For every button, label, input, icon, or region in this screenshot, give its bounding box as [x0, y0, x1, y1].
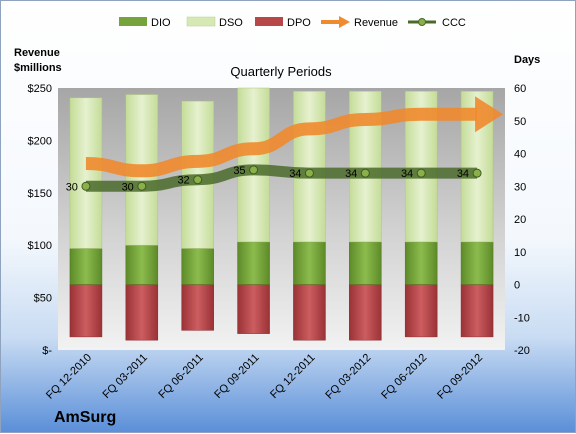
- ccc-point: [472, 168, 482, 178]
- x-tick-label: FQ 12-2010: [44, 352, 94, 402]
- bar-dpo: [293, 284, 326, 341]
- legend-label-dpo: DPO: [287, 17, 311, 29]
- bar-dio: [125, 244, 159, 285]
- ccc-point: [137, 181, 147, 191]
- bar-dio: [460, 241, 494, 285]
- bar-dso: [293, 91, 326, 243]
- right-tick-label: 40: [514, 149, 526, 161]
- bar-dio: [349, 241, 382, 285]
- ccc-point: [360, 168, 370, 178]
- right-tick-label: 0: [514, 280, 520, 292]
- ccc-point: [193, 175, 203, 185]
- bar-dpo: [460, 284, 494, 338]
- bar-dpo: [69, 284, 103, 338]
- plot-area: [58, 88, 505, 350]
- ccc-line: [85, 164, 478, 192]
- legend-label-ccc: CCC: [442, 17, 466, 29]
- left-tick-label: $250: [28, 83, 52, 95]
- right-tick-label: -10: [514, 312, 530, 324]
- right-tick-label: -20: [514, 345, 530, 357]
- right-tick-label: 50: [514, 116, 526, 128]
- bar-dpo: [404, 284, 438, 338]
- ccc-point: [81, 181, 91, 191]
- legend-swatch-dio: [119, 17, 147, 26]
- legend-swatch-ccc: [408, 18, 436, 26]
- ccc-data-label: 34: [345, 168, 357, 180]
- x-tick-label: FQ 03-2011: [101, 352, 150, 401]
- revenue-line: [85, 107, 478, 178]
- ccc-data-label: 32: [177, 175, 189, 187]
- x-tick-label: FQ 12-2011: [268, 352, 317, 401]
- right-tick-label: 20: [514, 214, 526, 226]
- bar-dso: [69, 97, 103, 249]
- legend-label-dio: DIO: [151, 17, 171, 29]
- revenue-arrowhead: [475, 96, 504, 133]
- left-tick-label: $150: [28, 188, 52, 200]
- ccc-data-label: 30: [122, 181, 134, 193]
- bar-dpo: [349, 284, 382, 341]
- ccc-point: [249, 165, 259, 175]
- right-axis-ticks: -20 -10 0 10 20 30 40 50 60: [514, 83, 530, 357]
- right-tick-label: 10: [514, 247, 526, 259]
- left-tick-label: $100: [28, 240, 52, 252]
- left-axis-label-line2: $millions: [14, 62, 62, 74]
- bar-dio: [181, 248, 214, 285]
- bar-dio: [293, 241, 326, 285]
- left-tick-label: $-: [42, 345, 52, 357]
- company-name: AmSurg: [54, 409, 116, 426]
- ccc-data-label: 35: [233, 165, 245, 177]
- legend-label-dso: DSO: [219, 17, 243, 29]
- bar-dio: [69, 248, 103, 285]
- bar-dio: [404, 241, 438, 285]
- bars: [69, 87, 494, 341]
- left-axis-ticks: $- $50 $100 $150 $200 $250: [28, 83, 53, 357]
- ccc-data-label: 30: [66, 181, 78, 193]
- bar-dpo: [237, 284, 270, 334]
- left-tick-label: $200: [28, 135, 52, 147]
- right-axis-label: Days: [514, 54, 540, 66]
- ccc-data-label: 34: [457, 168, 469, 180]
- ccc-series: 30 30 32 35 34 34 34 34: [66, 164, 482, 193]
- revenue-series: [85, 96, 504, 178]
- x-tick-label: FQ 06-2011: [156, 352, 205, 401]
- bar-dpo: [125, 284, 159, 341]
- x-tick-label: FQ 09-2011: [212, 352, 261, 401]
- chart-title: Quarterly Periods: [230, 64, 332, 79]
- ccc-data-label: 34: [401, 168, 413, 180]
- left-axis-label-line1: Revenue: [14, 47, 60, 59]
- legend-swatch-dpo: [255, 17, 283, 26]
- ccc-point: [416, 168, 426, 178]
- x-tick-label: FQ 06-2012: [379, 352, 429, 402]
- bar-dpo: [181, 284, 214, 331]
- legend-swatch-revenue: [321, 16, 350, 28]
- ccc-data-label: 34: [289, 168, 301, 180]
- x-tick-label: FQ 09-2012: [435, 352, 485, 402]
- legend-label-revenue: Revenue: [354, 17, 398, 29]
- right-tick-label: 60: [514, 83, 526, 95]
- legend-swatch-dso: [186, 16, 216, 27]
- x-axis-ticks: FQ 12-2010 FQ 03-2011 FQ 06-2011 FQ 09-2011…: [44, 352, 485, 402]
- left-tick-label: $50: [34, 293, 52, 305]
- x-tick-label: FQ 03-2012: [323, 352, 373, 402]
- legend: DIO DSO DPO Revenue CCC: [119, 16, 466, 29]
- bar-dio: [237, 241, 270, 285]
- ccc-point: [304, 168, 314, 178]
- right-tick-label: 30: [514, 181, 526, 193]
